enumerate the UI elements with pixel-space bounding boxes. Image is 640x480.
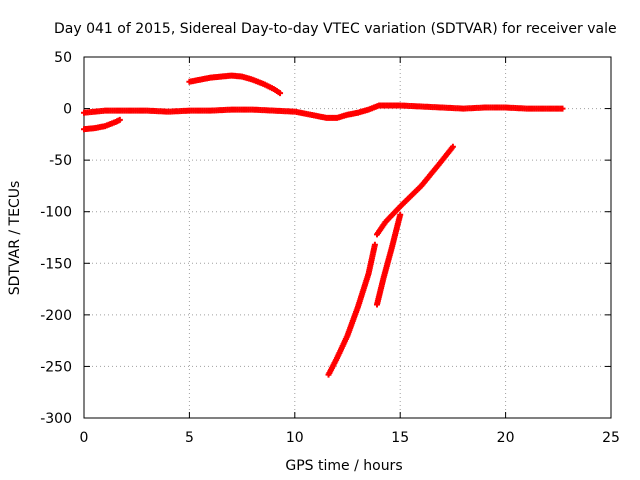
x-tick-label: 20 [497, 430, 515, 446]
grid [84, 57, 611, 418]
y-tick-label: -300 [40, 411, 72, 427]
data-point [371, 241, 378, 248]
plot-frame [83, 56, 612, 419]
series-4 [325, 241, 378, 378]
y-tick-label: -150 [40, 256, 72, 272]
y-tick-label: -250 [40, 359, 72, 375]
data-point [277, 90, 284, 97]
data-point [559, 105, 566, 112]
y-tick-labels: 50 0 -50 -100 -150 -200 -250 -300 [40, 50, 72, 427]
chart-title: Day 041 of 2015, Sidereal Day-to-day VTE… [54, 21, 617, 37]
y-tick-label: 0 [63, 102, 72, 118]
y-axis-title: SDTVAR / TECUs [7, 181, 23, 296]
axis-ticks [83, 56, 612, 419]
y-tick-label: -100 [40, 205, 72, 221]
data-point [449, 143, 456, 150]
data-points [81, 72, 566, 378]
y-tick-label: 50 [54, 50, 72, 66]
x-tick-label: 5 [185, 430, 194, 446]
series-2 [81, 116, 123, 133]
x-tick-label: 0 [80, 430, 89, 446]
y-tick-label: -50 [49, 153, 72, 169]
x-axis-title: GPS time / hours [285, 458, 402, 474]
series-5 [374, 143, 456, 238]
data-point [116, 116, 123, 123]
x-tick-labels: 0 5 10 15 20 25 [80, 430, 620, 446]
x-tick-label: 25 [602, 430, 620, 446]
data-point [397, 211, 404, 218]
series-1 [81, 102, 566, 121]
x-tick-label: 15 [391, 430, 409, 446]
y-tick-label: -200 [40, 308, 72, 324]
x-tick-label: 10 [286, 430, 304, 446]
series-3 [186, 72, 284, 97]
series-6 [374, 211, 404, 308]
